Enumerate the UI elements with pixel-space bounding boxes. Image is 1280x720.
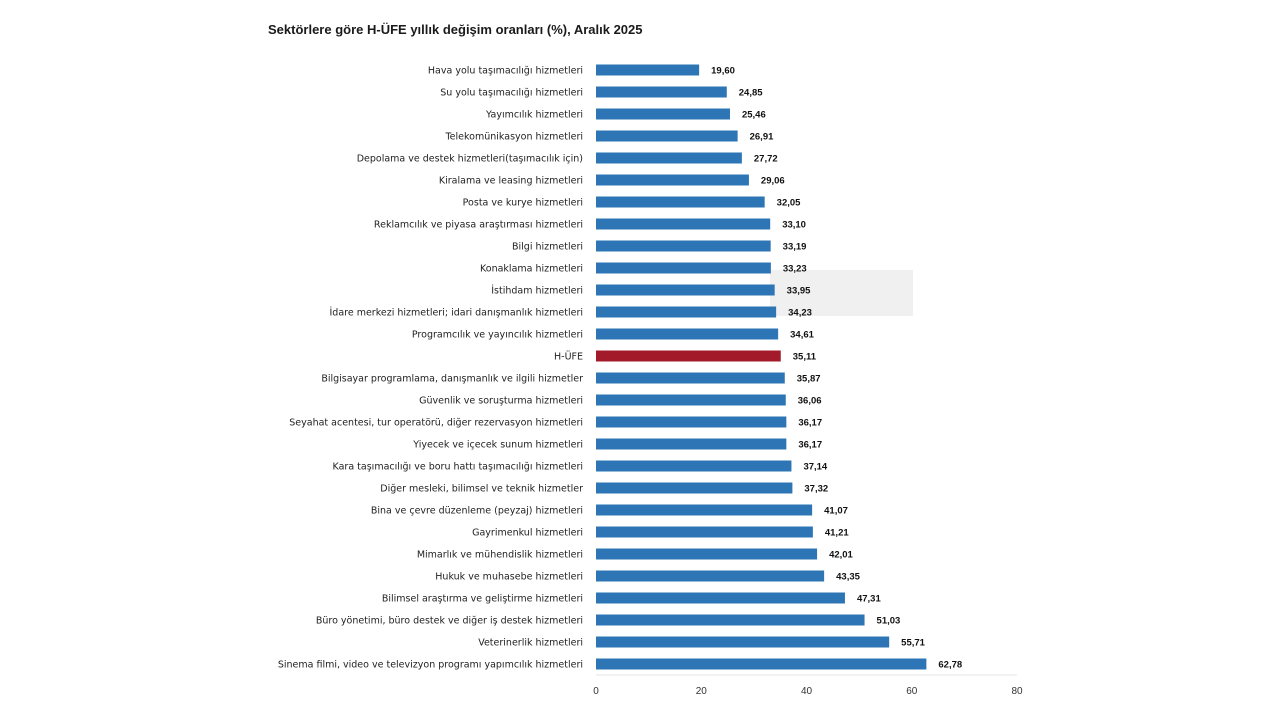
bar[interactable] [596, 614, 865, 626]
bar[interactable] [596, 328, 779, 340]
value-label: 36,17 [798, 440, 822, 451]
x-tick-label: 40 [801, 686, 813, 697]
value-label: 33,19 [783, 242, 807, 253]
bar[interactable] [596, 284, 775, 296]
value-label: 34,61 [790, 330, 814, 341]
category-label: Hava yolu taşımacılığı hizmetleri [428, 66, 583, 77]
hover-highlight-band [770, 270, 913, 316]
value-label: 51,03 [877, 616, 901, 627]
bar[interactable] [596, 306, 777, 318]
value-label: 41,21 [825, 528, 849, 539]
category-label: Bilgisayar programlama, danışmanlık ve i… [321, 374, 583, 385]
category-label: İstihdam hizmetleri [491, 286, 583, 297]
bar[interactable] [596, 218, 771, 230]
bar[interactable] [596, 438, 787, 450]
x-tick-label: 0 [593, 686, 599, 697]
category-label: Reklamcılık ve piyasa araştırması hizmet… [374, 220, 583, 231]
value-label: 36,17 [798, 418, 822, 429]
bar[interactable] [596, 592, 845, 604]
category-label: Bina ve çevre düzenleme (peyzaj) hizmetl… [371, 506, 583, 517]
value-label: 33,95 [787, 286, 811, 297]
x-tick-label: 20 [696, 686, 708, 697]
bar[interactable] [596, 460, 792, 472]
value-label: 35,11 [793, 352, 817, 363]
category-label: İdare merkezi hizmetleri; idari danışman… [329, 308, 583, 319]
value-label: 47,31 [857, 594, 881, 605]
category-label: Sinema filmi, video ve televizyon progra… [278, 660, 583, 671]
category-label: Veterinerlik hizmetleri [478, 638, 583, 649]
bar[interactable] [596, 504, 813, 516]
bar[interactable] [596, 152, 742, 164]
category-label: Kiralama ve leasing hizmetleri [439, 176, 583, 187]
value-label: 33,10 [782, 220, 806, 231]
bar[interactable] [596, 86, 727, 98]
category-label: Konaklama hizmetleri [480, 264, 583, 275]
category-label: Diğer mesleki, bilimsel ve teknik hizmet… [380, 484, 583, 495]
value-label: 62,78 [938, 660, 962, 671]
bar[interactable] [596, 570, 825, 582]
category-label: Hukuk ve muhasebe hizmetleri [435, 572, 583, 583]
value-label: 41,07 [824, 506, 848, 517]
bar[interactable] [596, 394, 786, 406]
bar[interactable] [596, 240, 771, 252]
category-label: Büro yönetimi, büro destek ve diğer iş d… [316, 616, 583, 627]
bar[interactable] [596, 372, 785, 384]
category-label: Depolama ve destek hizmetleri(taşımacılı… [357, 154, 583, 165]
bar[interactable] [596, 262, 771, 274]
category-label: Bilimsel araştırma ve geliştirme hizmetl… [382, 594, 583, 605]
value-label: 26,91 [750, 132, 774, 143]
category-label: H-ÜFE [554, 352, 583, 363]
value-label: 19,60 [711, 66, 735, 77]
bar[interactable] [596, 482, 793, 494]
chart-title: Sektörlere göre H-ÜFE yıllık değişim ora… [268, 22, 643, 37]
bar[interactable] [596, 174, 749, 186]
x-tick-label: 60 [906, 686, 918, 697]
bar[interactable] [596, 108, 730, 120]
value-label: 37,32 [804, 484, 828, 495]
category-label: Seyahat acentesi, tur operatörü, diğer r… [289, 418, 583, 429]
value-label: 42,01 [829, 550, 853, 561]
bar[interactable] [596, 64, 700, 76]
value-label: 34,23 [788, 308, 812, 319]
bar[interactable] [596, 636, 890, 648]
category-label: Yiyecek ve içecek sunum hizmetleri [412, 440, 583, 451]
category-label: Mimarlık ve mühendislik hizmetleri [417, 550, 583, 561]
category-label: Kara taşımacılığı ve boru hattı taşımacı… [333, 462, 583, 473]
category-label: Telekomünikasyon hizmetleri [444, 132, 583, 143]
category-label: Su yolu taşımacılığı hizmetleri [440, 88, 583, 99]
category-label: Posta ve kurye hizmetleri [463, 198, 583, 209]
category-label: Yayımcılık hizmetleri [485, 110, 583, 121]
value-label: 43,35 [836, 572, 860, 583]
bar[interactable] [596, 548, 818, 560]
category-label: Gayrimenkul hizmetleri [472, 528, 583, 539]
category-label: Güvenlik ve soruşturma hizmetleri [419, 396, 583, 407]
value-label: 36,06 [798, 396, 822, 407]
category-label: Programcılık ve yayıncılık hizmetleri [412, 330, 583, 341]
bar[interactable] [596, 658, 927, 670]
value-label: 27,72 [754, 154, 778, 165]
bar[interactable] [596, 526, 813, 538]
value-label: 37,14 [803, 462, 827, 473]
value-label: 25,46 [742, 110, 766, 121]
bar-highlight[interactable] [596, 350, 781, 362]
value-label: 33,23 [783, 264, 807, 275]
bar[interactable] [596, 416, 787, 428]
value-label: 32,05 [777, 198, 801, 209]
value-label: 35,87 [797, 374, 821, 385]
bar[interactable] [596, 196, 765, 208]
value-label: 55,71 [901, 638, 925, 649]
category-label: Bilgi hizmetleri [512, 242, 583, 253]
x-tick-label: 80 [1011, 686, 1023, 697]
value-label: 29,06 [761, 176, 785, 187]
bar[interactable] [596, 130, 738, 142]
value-label: 24,85 [739, 88, 763, 99]
